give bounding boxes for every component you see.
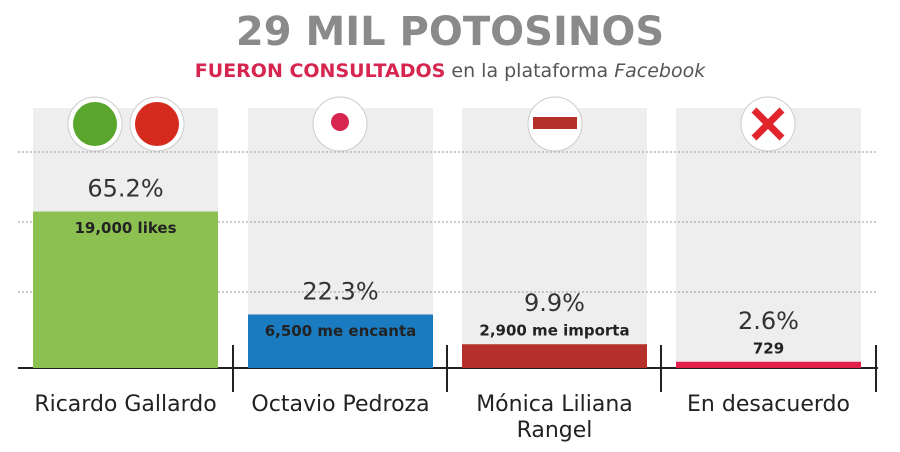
category-label: Octavio Pedroza bbox=[251, 392, 430, 417]
bar bbox=[676, 361, 861, 368]
logo bbox=[331, 113, 349, 131]
chart-subtitle: FUERON CONSULTADOS en la plataforma Face… bbox=[195, 60, 706, 82]
category-label: Mónica Liliana Rangel bbox=[476, 392, 633, 443]
value-label: 65.2% bbox=[87, 175, 163, 203]
category-label: En desacuerdo bbox=[687, 392, 850, 417]
bar bbox=[462, 344, 647, 368]
chart-title: 29 MIL POTOSINOS bbox=[236, 9, 664, 55]
reaction-label: 6,500 me encanta bbox=[265, 322, 417, 340]
cross-icon bbox=[751, 107, 785, 141]
reaction-label: 2,900 me importa bbox=[479, 322, 629, 340]
value-label: 9.9% bbox=[524, 289, 585, 317]
subtitle-part: en la plataforma bbox=[451, 60, 608, 82]
category-label: Ricardo Gallardo bbox=[34, 392, 217, 417]
logo bbox=[135, 102, 179, 146]
reaction-label: 729 bbox=[753, 339, 784, 357]
logo bbox=[533, 117, 577, 129]
bar bbox=[248, 314, 433, 368]
subtitle-part: Facebook bbox=[614, 60, 706, 82]
bar bbox=[33, 211, 218, 368]
value-label: 22.3% bbox=[302, 277, 378, 305]
value-label: 2.6% bbox=[738, 307, 799, 335]
logo bbox=[73, 102, 117, 146]
subtitle-part: FUERON CONSULTADOS bbox=[195, 60, 446, 82]
dotted-lines bbox=[18, 151, 878, 293]
logos bbox=[67, 96, 796, 152]
reaction-label: 19,000 likes bbox=[74, 219, 176, 237]
